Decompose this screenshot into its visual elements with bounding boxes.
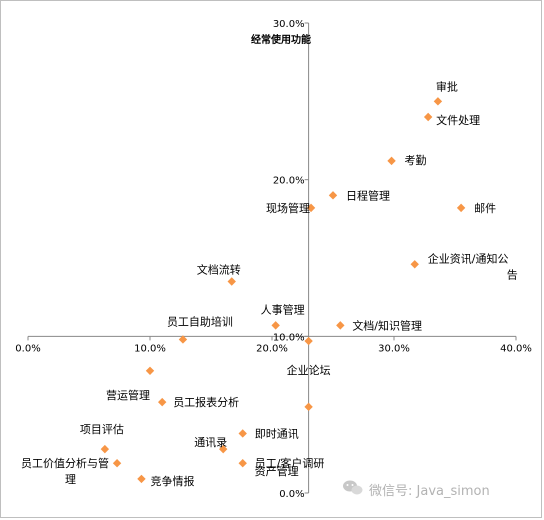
data-point-label: 文件处理 <box>436 113 480 127</box>
data-point <box>238 459 247 468</box>
data-point-label: 企业资讯/通知公告 <box>428 251 518 281</box>
data-point <box>306 203 316 213</box>
data-point-label: 营运管理 <box>106 388 150 402</box>
data-point <box>145 366 155 375</box>
data-point <box>410 260 419 269</box>
y-tick-label: 20.0% <box>273 176 305 187</box>
data-point-label: 竞争情报 <box>150 474 194 488</box>
x-tick-label: 20.0% <box>256 343 288 354</box>
y-tick-label: 30.0% <box>273 19 305 30</box>
axes <box>27 22 517 494</box>
data-point <box>423 112 433 122</box>
data-point <box>304 402 313 412</box>
data-point-label: 员工报表分析 <box>173 395 239 409</box>
data-point <box>433 97 443 106</box>
data-point-label: 员工/客户调研 <box>255 456 325 470</box>
data-points <box>100 97 466 484</box>
data-point <box>178 335 188 344</box>
data-point-label: 人事管理 <box>261 302 305 316</box>
data-point <box>387 156 396 166</box>
y-tick-label: 0.0% <box>279 489 304 500</box>
data-point <box>271 321 280 330</box>
data-point <box>456 203 466 213</box>
data-point <box>304 336 313 346</box>
data-point-label: 项目评估 <box>80 423 124 436</box>
data-point <box>137 474 146 484</box>
tick-labels: 0.0% 10.0% 20.0% 30.0% 40.0%0.0%10.0%20.0%30… <box>15 19 532 500</box>
data-point <box>112 459 122 468</box>
data-point-label: 日程管理 <box>346 188 390 202</box>
data-point-label: 文档流转 <box>197 263 241 277</box>
data-point-label: 员工价值分析与管理 <box>21 456 109 486</box>
watermark: 微信号: Java_simon <box>343 480 490 499</box>
data-point-label: 资产管理 <box>255 464 299 478</box>
data-point <box>336 321 345 330</box>
x-tick-label: 30.0% <box>378 343 410 354</box>
data-point <box>158 397 167 407</box>
x-tick-label: 40.0% <box>500 343 532 354</box>
data-point <box>100 444 110 454</box>
data-point <box>219 444 228 454</box>
x-tick-label: 0.0% <box>15 343 40 354</box>
y-tick-label: 10.0% <box>273 332 305 343</box>
data-point <box>227 277 236 286</box>
data-point-label: 邮件 <box>474 202 496 215</box>
data-point <box>328 191 338 200</box>
data-point-label: 文档/知识管理 <box>352 318 422 332</box>
chart-title: 经常使用功能 <box>251 33 311 46</box>
data-point-label: 现场管理 <box>266 201 310 215</box>
data-point-label: 员工自助培训 <box>167 314 233 328</box>
x-tick-label: 10.0% <box>134 343 166 354</box>
wechat-icon <box>343 480 363 495</box>
data-point-label: 审批 <box>436 79 458 93</box>
data-point-label: 企业论坛 <box>287 363 331 377</box>
watermark-text: 微信号: Java_simon <box>369 484 490 499</box>
data-point-label: 考勤 <box>405 154 427 167</box>
data-point <box>238 429 247 438</box>
data-point-label: 通讯录 <box>194 436 227 449</box>
data-point-label: 即时通讯 <box>255 427 299 440</box>
